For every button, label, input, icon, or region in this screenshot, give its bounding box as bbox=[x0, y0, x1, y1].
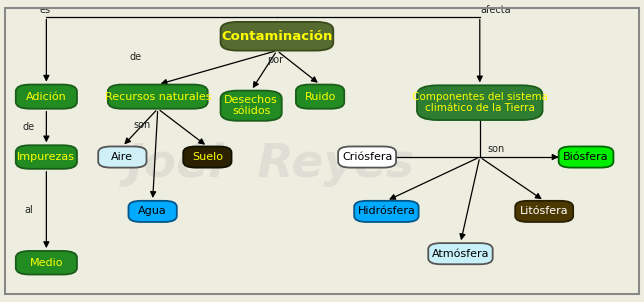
Text: Suelo: Suelo bbox=[192, 152, 223, 162]
Text: Desechos
sólidos: Desechos sólidos bbox=[224, 95, 278, 117]
Text: Hidrósfera: Hidrósfera bbox=[357, 206, 415, 217]
FancyBboxPatch shape bbox=[15, 145, 77, 169]
Text: Medio: Medio bbox=[30, 258, 63, 268]
Text: son: son bbox=[133, 120, 150, 130]
Text: Recursos naturales: Recursos naturales bbox=[104, 92, 211, 102]
Text: Impurezas: Impurezas bbox=[17, 152, 75, 162]
FancyBboxPatch shape bbox=[354, 201, 419, 222]
FancyBboxPatch shape bbox=[338, 146, 396, 168]
FancyBboxPatch shape bbox=[15, 251, 77, 275]
FancyBboxPatch shape bbox=[417, 85, 542, 120]
FancyBboxPatch shape bbox=[559, 146, 613, 168]
Text: de: de bbox=[23, 122, 34, 132]
Text: de: de bbox=[129, 52, 141, 63]
FancyBboxPatch shape bbox=[108, 85, 207, 109]
Text: es: es bbox=[39, 5, 51, 15]
Text: al: al bbox=[24, 205, 33, 215]
Text: son: son bbox=[488, 144, 504, 155]
FancyBboxPatch shape bbox=[128, 201, 176, 222]
FancyBboxPatch shape bbox=[15, 85, 77, 109]
FancyBboxPatch shape bbox=[184, 146, 232, 168]
FancyBboxPatch shape bbox=[220, 22, 334, 50]
Text: Ruido: Ruido bbox=[305, 92, 336, 102]
Text: Criósfera: Criósfera bbox=[342, 152, 392, 162]
FancyBboxPatch shape bbox=[220, 91, 281, 121]
Text: Joél  Reyes: Joél Reyes bbox=[126, 139, 415, 187]
FancyBboxPatch shape bbox=[98, 146, 146, 168]
Text: Componentes del sistema
climático de la Tierra: Componentes del sistema climático de la … bbox=[412, 92, 548, 114]
Text: Agua: Agua bbox=[138, 206, 167, 217]
FancyBboxPatch shape bbox=[428, 243, 493, 264]
Text: Contaminación: Contaminación bbox=[222, 30, 332, 43]
FancyBboxPatch shape bbox=[296, 85, 344, 109]
Text: Aire: Aire bbox=[111, 152, 133, 162]
Text: afecta: afecta bbox=[480, 5, 511, 15]
Text: por: por bbox=[267, 55, 284, 66]
FancyBboxPatch shape bbox=[515, 201, 573, 222]
Text: Adición: Adición bbox=[26, 92, 67, 102]
Text: Atmósfera: Atmósfera bbox=[431, 249, 489, 259]
Text: Biósfera: Biósfera bbox=[564, 152, 609, 162]
Text: Litósfera: Litósfera bbox=[520, 206, 569, 217]
